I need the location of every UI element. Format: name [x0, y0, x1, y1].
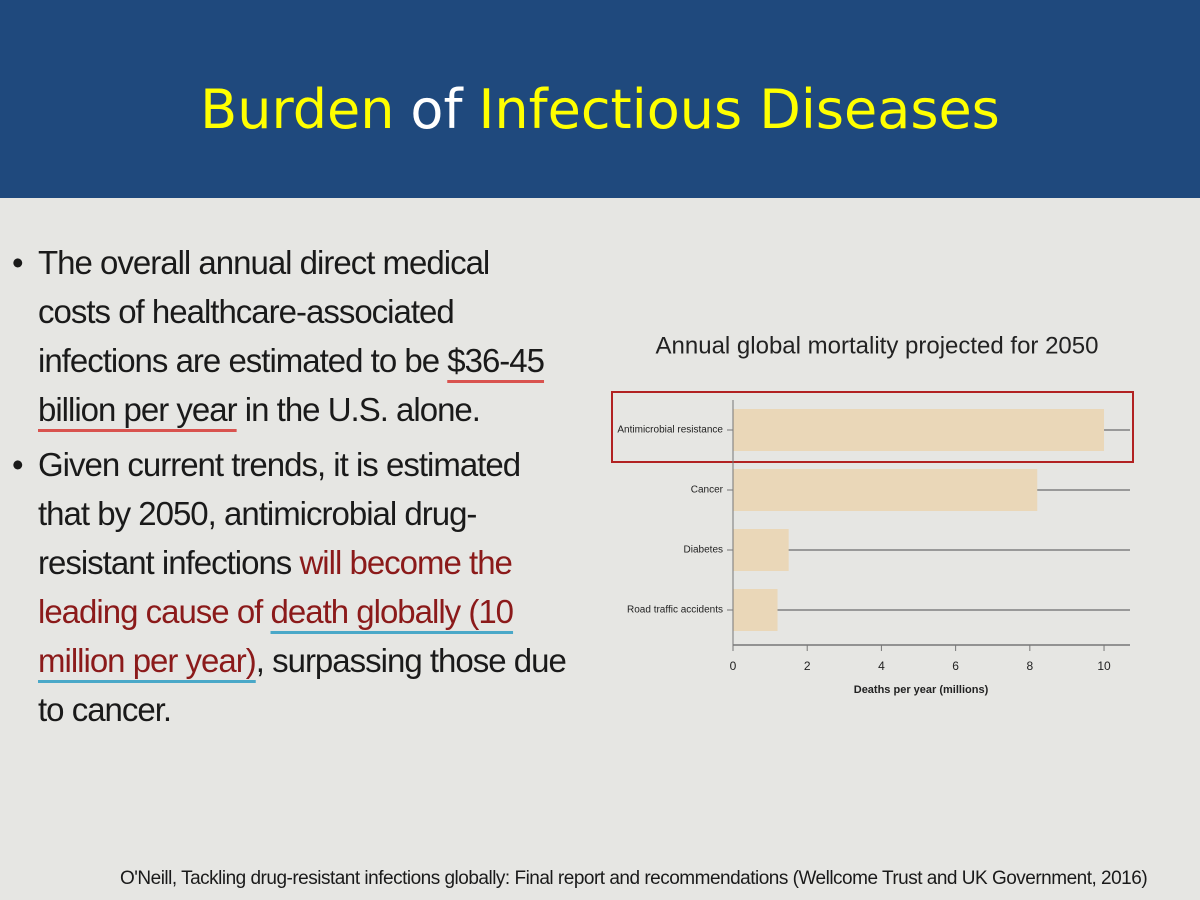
citation: O'Neill, Tackling drug-resistant infecti… — [120, 868, 1148, 889]
x-tick-label: 8 — [1026, 659, 1033, 673]
bullet-text: Given current trends, it is estimated th… — [38, 446, 521, 581]
bullet-text: , surpassing those due to cancer. — [38, 642, 567, 728]
y-tick-label: Cancer — [691, 485, 724, 496]
header: Burden of Infectious Diseases — [0, 0, 1200, 198]
x-tick-label: 4 — [878, 659, 885, 673]
x-tick-label: 6 — [952, 659, 959, 673]
x-axis-label: Deaths per year (millions) — [854, 684, 989, 696]
bullet-text: death globally (10 million per year) — [38, 593, 514, 679]
highlight-box — [611, 391, 1134, 463]
y-tick-label: Diabetes — [684, 545, 723, 556]
title-part: Burden — [200, 78, 395, 141]
bar — [733, 589, 778, 631]
bullet: The overall annual direct medical costs … — [8, 238, 568, 434]
x-tick-label: 0 — [730, 659, 737, 673]
bullet-text: $36-45 billion per year — [38, 342, 545, 428]
x-tick-label: 2 — [804, 659, 811, 673]
y-tick-label: Road traffic accidents — [627, 605, 723, 616]
bullet-text: will become the leading cause of — [38, 544, 513, 630]
bullet-text: in the U.S. alone. — [236, 391, 481, 428]
bar — [733, 469, 1038, 511]
chart: Annual global mortality projected for 20… — [611, 332, 1134, 696]
title-part: of — [410, 78, 463, 141]
title-part: Infectious Diseases — [478, 78, 1000, 141]
bar — [733, 409, 1105, 451]
chart-title: Annual global mortality projected for 20… — [656, 332, 1099, 359]
bullet-text: The overall annual direct medical costs … — [38, 244, 490, 379]
bullet: Given current trends, it is estimated th… — [8, 440, 568, 734]
y-tick-label: Antimicrobial resistance — [617, 425, 723, 436]
bullet-list: The overall annual direct medical costs … — [8, 238, 568, 740]
bar — [733, 529, 789, 571]
x-tick-label: 10 — [1097, 659, 1111, 673]
slide-title: Burden of Infectious Diseases — [0, 78, 1200, 141]
